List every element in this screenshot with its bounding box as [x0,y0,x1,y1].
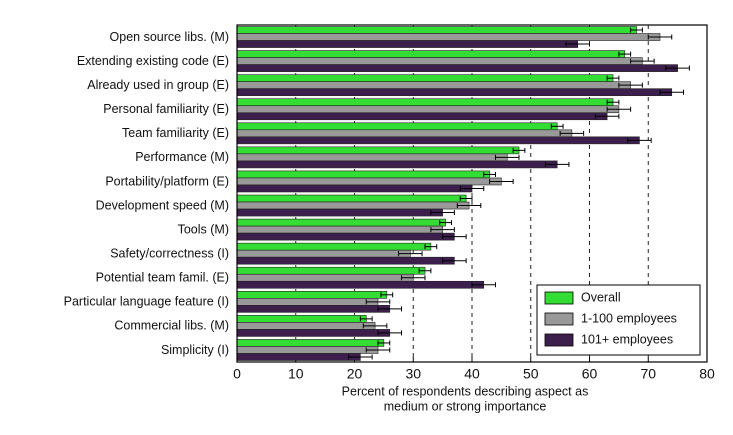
x-tick-label: 40 [464,366,480,382]
bar [236,33,661,41]
y-tick-label: Portability/platform (E) [105,174,229,188]
x-tick-label: 30 [405,366,421,382]
legend-label: 1-100 employees [581,311,677,325]
x-tick-label: 60 [582,366,598,382]
y-tick-label: Open source libs. (M) [110,30,229,44]
bar [236,160,558,169]
x-tick-label: 70 [640,366,656,382]
y-tick-label: Commercial libs. (M) [114,319,229,333]
y-tick-label: Already used in group (E) [87,78,229,92]
bar [236,194,467,203]
x-axis-label: medium or strong importance [384,399,547,413]
legend-swatch [544,291,574,305]
x-tick-label: 0 [233,366,241,382]
bar [236,232,455,241]
y-tick-label: Performance (M) [135,150,229,164]
bar [236,88,673,97]
bar [236,329,391,337]
bar [236,290,388,299]
bar [236,225,443,234]
x-tick-label: 10 [288,366,304,382]
plot-frame [236,24,708,363]
bar [236,256,455,265]
bar [236,273,414,282]
bar [236,170,490,179]
bar [236,153,508,162]
bar [236,346,379,354]
y-tick-label: Extending existing code (E) [77,54,229,68]
bar [236,201,470,210]
bar [236,208,443,217]
y-tick-label: Potential team famil. (E) [96,271,229,285]
bar [236,177,502,186]
bar [236,129,573,138]
x-tick-label: 20 [347,366,363,382]
y-tick-label: Development speed (M) [96,198,229,212]
legend-label: 101+ employees [581,332,673,346]
x-tick-label: 50 [523,366,539,382]
bar [236,353,361,361]
bar [236,315,367,323]
bar [236,74,614,82]
y-tick-label: Simplicity (I) [161,343,229,357]
x-tick-label: 80 [699,366,715,382]
bar [236,64,678,72]
legend-swatch [544,333,574,347]
y-tick-label: Safety/correctness (I) [110,246,229,260]
bar [236,218,446,227]
bar [236,242,432,251]
y-tick-label: Particular language feature (I) [64,295,229,309]
bar [236,280,485,289]
bar [236,249,411,258]
y-tick-label: Team familiarity (E) [122,126,229,140]
bar [236,305,391,313]
legend-label: Overall [581,290,621,304]
bar [236,339,385,347]
bar [236,81,631,89]
y-tick-label: Personal familiarity (E) [103,102,229,116]
x-axis-label: Percent of respondents describing aspect… [342,384,589,398]
bar [236,57,643,65]
bar [236,40,579,48]
bar [236,266,426,275]
bar [236,105,620,114]
bar [236,122,558,131]
bar [236,112,608,121]
bar [236,136,640,145]
bar [236,184,473,193]
bar [236,26,637,34]
y-tick-label: Tools (M) [178,222,229,236]
bar [236,298,379,306]
bar [236,322,376,330]
legend-swatch [544,312,574,326]
bar [236,50,626,58]
bar [236,98,614,107]
bar [236,146,520,155]
